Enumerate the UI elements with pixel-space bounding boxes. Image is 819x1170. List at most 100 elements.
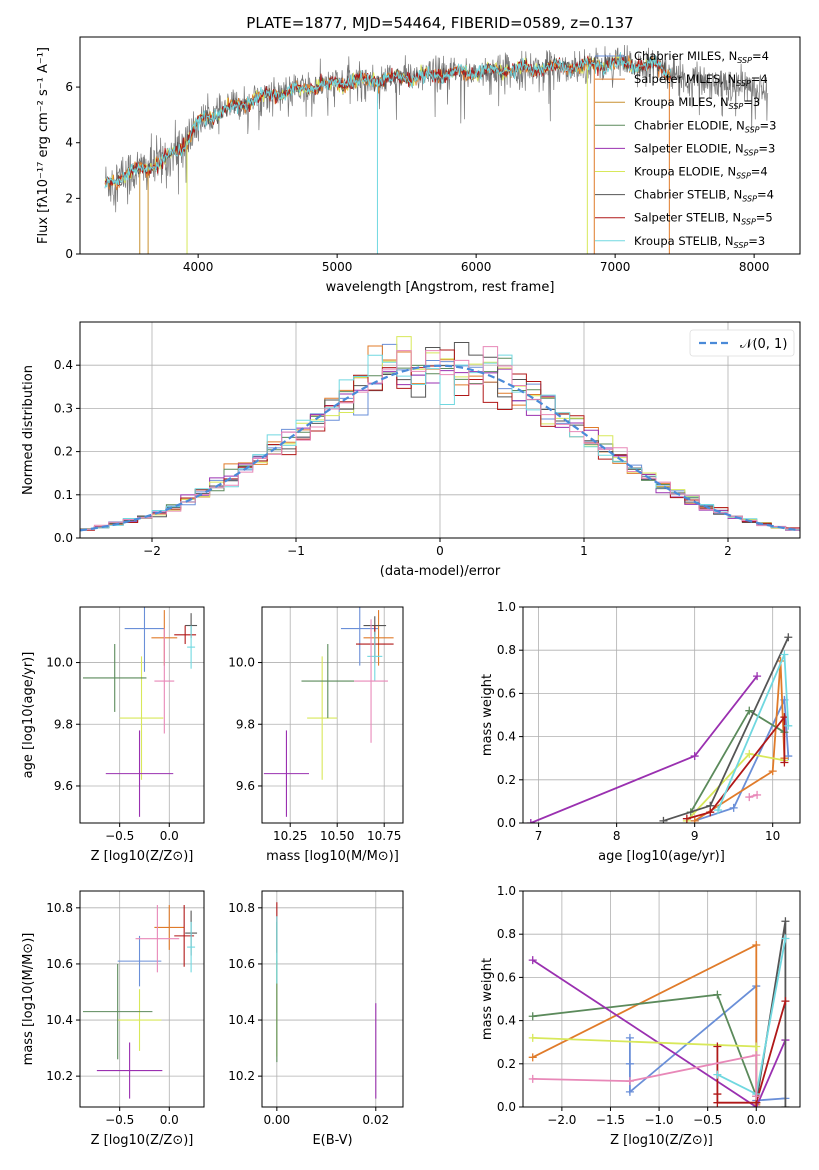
y-tick-label: 0.2 xyxy=(54,445,73,459)
line-plot-area xyxy=(526,633,793,823)
series-marker xyxy=(753,672,762,681)
scatter-plot-area xyxy=(263,607,394,817)
mass-vs-Z-panel: −0.5 0.0 10.2 10.4 10.6 10.8 Z [log10(Z/Z⊙)] ma… xyxy=(21,890,205,1148)
y-tick-label: 10.4 xyxy=(46,1013,73,1027)
residuals-plot-area xyxy=(80,336,800,533)
legend-subscript: SSP xyxy=(741,218,756,227)
series-marker xyxy=(784,721,793,730)
residuals-panel: −2 −1 0 1 2 0.0 0.1 0.2 0.3 0.4 (data-model)/error… xyxy=(21,321,801,579)
x-tick-label: 9 xyxy=(691,829,699,843)
x-tick-label: 0.0 xyxy=(160,1113,179,1127)
x-tick-label: 4000 xyxy=(183,260,214,274)
weight-vs-age-panel: 7 8 9 10 0.0 0.2 0.4 0.6 0.8 1.0 age [log10(age/yr… xyxy=(480,600,801,864)
series-marker xyxy=(781,917,790,926)
legend-entry: Chabrier ELODIE, NSSP=3 xyxy=(634,118,776,134)
legend-subscript: SSP xyxy=(736,79,751,88)
series-marker xyxy=(625,1077,634,1086)
legend-entry: Chabrier MILES, NSSP=4 xyxy=(634,49,769,65)
y-tick-label: 0.2 xyxy=(497,1057,516,1071)
series-marker xyxy=(714,806,723,815)
x-tick-label: −0.5 xyxy=(105,1113,134,1127)
spectrum-plot-area xyxy=(104,44,769,254)
legend-text: =4 xyxy=(751,165,768,179)
y-tick-label: 6 xyxy=(65,80,73,94)
series-marker xyxy=(690,752,699,761)
x-tick-label: 10 xyxy=(765,829,780,843)
legend-text: =4 xyxy=(751,72,768,86)
legend-entry: Chabrier STELIB, NSSP=4 xyxy=(634,188,774,204)
scatter-plot-area xyxy=(82,905,198,1099)
series-line xyxy=(717,654,790,811)
x-tick-label: 10.50 xyxy=(320,829,354,843)
x-tick-label: 5000 xyxy=(322,260,353,274)
x-axis-label: Z [log10(Z/Z⊙)] xyxy=(91,849,194,864)
series-line xyxy=(530,675,758,823)
series-marker xyxy=(528,1053,537,1062)
legend-subscript: SSP xyxy=(737,56,752,65)
legend-subscript: SSP xyxy=(745,125,760,134)
series-marker xyxy=(752,941,761,949)
plot-frame xyxy=(261,606,404,824)
legend-text: =3 xyxy=(748,234,765,248)
y-tick-label: 2 xyxy=(65,191,73,205)
x-axis-label: age [log10(age/yr)] xyxy=(598,849,725,864)
series-marker xyxy=(745,749,754,758)
gaussian-curve xyxy=(80,364,800,532)
x-axis-label: Z [log10(Z/Z⊙)] xyxy=(610,1133,713,1148)
weight-vs-Z-panel: −2.0 −1.5 −1.0 −0.5 0.0 0.0 0.2 0.4 0.6 0.8 1.0 Z [… xyxy=(480,884,801,1148)
scatter-plot-area xyxy=(82,607,198,817)
x-tick-label: 0.0 xyxy=(747,1113,766,1127)
series-marker xyxy=(706,808,715,817)
series-marker xyxy=(713,1070,722,1079)
x-tick-label: 7 xyxy=(535,829,543,843)
legend-text: Chabrier MILES, N xyxy=(634,49,737,63)
y-tick-label: 10.0 xyxy=(228,656,255,670)
series-marker xyxy=(528,1012,537,1021)
legend-text: Salpeter STELIB, N xyxy=(634,211,741,225)
x-tick-label: −2.0 xyxy=(547,1113,576,1127)
series-marker xyxy=(682,814,691,823)
residuals-legend: 𝒩(0, 1) xyxy=(689,329,795,357)
y-tick-label: 0.4 xyxy=(54,358,73,372)
x-tick-label: −1 xyxy=(287,544,305,558)
y-axis-label: mass weight xyxy=(480,958,495,1040)
x-tick-label: 2 xyxy=(724,544,732,558)
x-tick-label: 8000 xyxy=(739,260,770,274)
x-tick-label: 0.00 xyxy=(263,1113,290,1127)
x-axis-label: wavelength [Angstrom, rest frame] xyxy=(326,280,555,295)
y-tick-label: 0.4 xyxy=(497,730,516,744)
y-tick-label: 0.8 xyxy=(497,927,516,941)
x-tick-label: −0.5 xyxy=(693,1113,722,1127)
x-tick-label: 1 xyxy=(580,544,588,558)
series-marker xyxy=(745,706,754,715)
x-tick-label: −2 xyxy=(143,544,161,558)
legend-text: Chabrier STELIB, N xyxy=(634,188,742,202)
legend-subscript: SSP xyxy=(734,241,749,250)
x-axis-label: (data-model)/error xyxy=(380,564,501,579)
y-tick-label: 10.2 xyxy=(46,1069,73,1083)
legend-text: =4 xyxy=(757,188,774,202)
plot-frame xyxy=(522,606,801,824)
y-tick-label: 10.4 xyxy=(228,1013,255,1027)
y-axis-label: age [log10(age/yr)] xyxy=(21,652,36,779)
series-line xyxy=(686,714,786,820)
y-tick-label: 9.6 xyxy=(54,779,73,793)
legend-entry: Kroupa ELODIE, NSSP=4 xyxy=(634,165,768,181)
line-plot-area xyxy=(528,917,790,1107)
series-marker xyxy=(625,1033,634,1042)
legend-text: =3 xyxy=(760,118,777,132)
legend-text: =3 xyxy=(758,141,775,155)
y-tick-label: 0.0 xyxy=(497,816,516,830)
x-tick-label: 6000 xyxy=(461,260,492,274)
series-marker xyxy=(784,633,793,642)
y-tick-label: 10.2 xyxy=(228,1069,255,1083)
legend-text: =4 xyxy=(752,49,769,63)
age-vs-Z-panel: −0.5 0.0 9.6 9.8 10.0 Z [log10(Z/Z⊙)] age [log… xyxy=(21,606,205,864)
spectrum-panel: 4000 5000 6000 7000 8000 0 2 4 6 wavelength [Angs… xyxy=(36,36,801,295)
plot-frame xyxy=(261,890,404,1108)
series-marker xyxy=(752,1051,761,1060)
x-tick-label: 0.0 xyxy=(160,829,179,843)
y-axis-label: Normed distribution xyxy=(21,365,36,495)
series-marker xyxy=(781,934,790,943)
